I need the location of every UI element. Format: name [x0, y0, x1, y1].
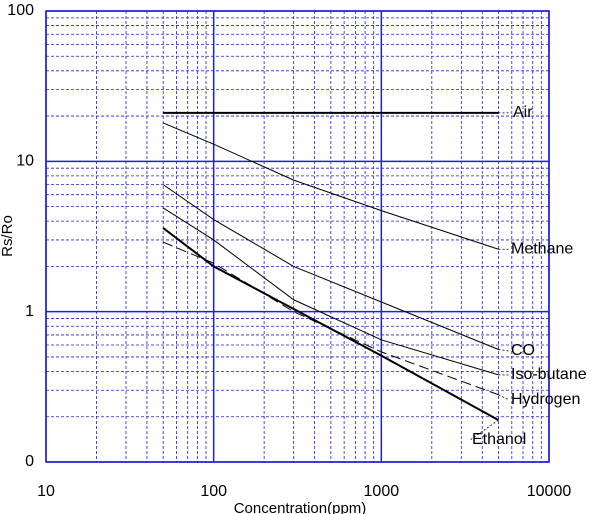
- series-label: CO: [511, 342, 535, 359]
- y-axis-label: Rs/Ro: [0, 215, 16, 257]
- series-label: Hydrogen: [511, 391, 580, 408]
- series-label: Methane: [511, 241, 573, 258]
- label-leader: [498, 349, 510, 352]
- label-leader: [469, 419, 499, 441]
- y-tick-label: 100: [7, 2, 34, 19]
- y-tick-label: 10: [16, 153, 34, 170]
- series-label: Iso-butane: [511, 366, 587, 383]
- label-leader: [498, 394, 510, 401]
- y-tick-label: 0: [25, 453, 34, 470]
- x-tick-label: 10: [37, 483, 55, 500]
- series-line: [162, 207, 499, 376]
- series-line: [162, 184, 499, 350]
- y-tick-label: 1: [25, 303, 34, 320]
- series-line: [162, 227, 500, 421]
- series-line: [163, 241, 499, 396]
- plot-frame: [45, 10, 550, 463]
- x-tick-label: 1000: [364, 483, 400, 500]
- x-tick-label: 10000: [527, 483, 572, 500]
- x-tick-label: 100: [200, 483, 227, 500]
- series-label: Ethanol: [472, 431, 526, 448]
- series-label: Air: [513, 104, 533, 121]
- series-line: [163, 122, 499, 250]
- x-axis-label: Concentration(ppm): [234, 500, 367, 514]
